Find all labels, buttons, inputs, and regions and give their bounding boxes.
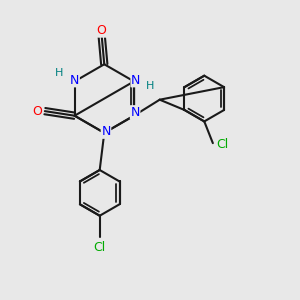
Text: O: O [32,105,42,118]
Text: Cl: Cl [94,241,106,254]
Text: N: N [70,74,79,87]
Text: H: H [146,81,155,91]
Text: N: N [101,125,111,138]
Text: Cl: Cl [216,138,228,151]
Text: H: H [55,68,63,78]
Text: N: N [130,106,140,119]
Text: N: N [131,74,140,87]
Text: O: O [97,24,106,37]
